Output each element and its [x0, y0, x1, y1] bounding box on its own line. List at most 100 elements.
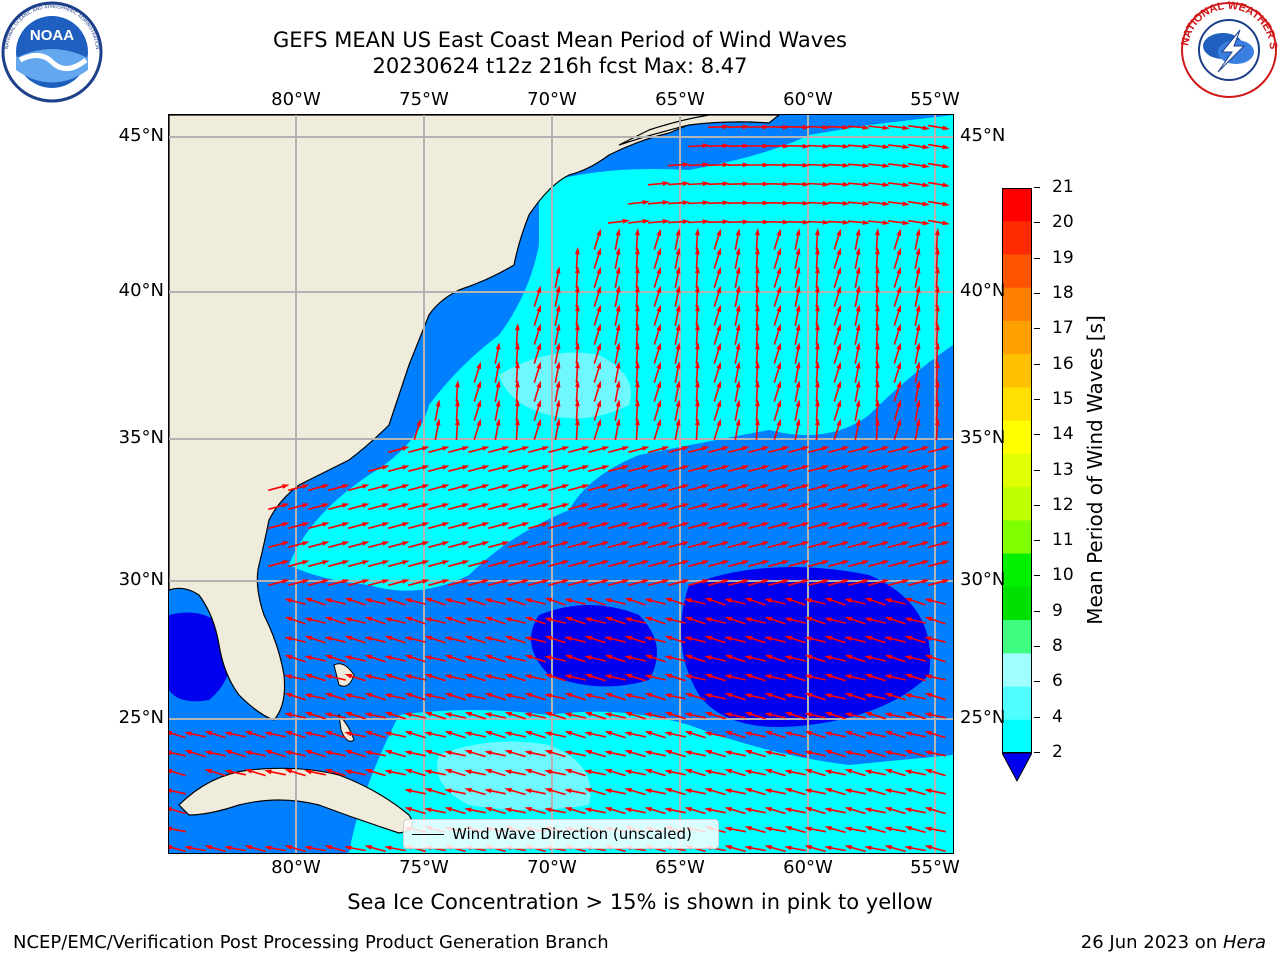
wave-direction-arrowhead	[836, 361, 842, 370]
wave-direction-arrowhead	[596, 228, 602, 237]
colorbar-tick-label: 16	[1052, 353, 1074, 374]
wave-direction-arrowhead	[716, 266, 722, 275]
wave-direction-arrowhead	[941, 465, 950, 470]
wave-direction-arrowhead	[544, 635, 553, 641]
wave-direction-arrowhead	[702, 143, 710, 149]
wave-direction-arrowhead	[501, 522, 510, 527]
sea-ice-note: Sea Ice Concentration > 15% is shown in …	[347, 890, 933, 914]
wave-direction-arrowhead	[716, 361, 722, 370]
wave-direction-arrowhead	[635, 266, 640, 274]
wave-direction-arrowhead	[204, 769, 213, 774]
wave-direction-arrowhead	[644, 636, 652, 642]
wave-direction-arrowhead	[604, 674, 612, 680]
wave-direction-arrowhead	[902, 220, 910, 226]
wave-direction-arrowhead	[544, 655, 552, 661]
wave-direction-arrowhead	[935, 247, 940, 255]
wave-direction-arrowhead	[501, 484, 510, 489]
wave-direction-arrowhead	[555, 399, 561, 407]
wave-direction-arrowhead	[344, 693, 352, 699]
colorbar-tick-label: 13	[1052, 459, 1074, 480]
wave-direction-arrowhead	[544, 788, 553, 793]
wave-direction-arrowhead	[764, 636, 772, 642]
wave-direction-arrowhead	[604, 636, 612, 642]
wave-direction-arrowhead	[762, 219, 770, 225]
wave-direction-arrowhead	[702, 181, 710, 187]
wave-direction-arrowhead	[902, 201, 910, 207]
wave-direction-arrowhead	[644, 692, 653, 698]
wave-direction-arrowhead	[621, 446, 630, 451]
wave-direction-arrowhead	[941, 484, 950, 489]
wave-direction-arrowhead	[684, 712, 692, 718]
wave-direction-arrowhead	[444, 788, 452, 794]
wave-direction-arrowhead	[841, 503, 850, 508]
wave-direction-arrowhead	[344, 597, 353, 603]
wave-direction-arrowhead	[444, 731, 453, 736]
wave-direction-arrowhead	[461, 503, 470, 508]
wave-direction-arrowhead	[544, 617, 552, 622]
wave-direction-arrowhead	[744, 673, 753, 679]
wave-direction-arrowhead	[575, 380, 580, 388]
wave-direction-arrowhead	[904, 711, 913, 717]
wave-direction-arrowhead	[681, 465, 690, 470]
wave-direction-arrowhead	[455, 418, 460, 426]
wave-direction-arrowhead	[922, 201, 930, 207]
wave-direction-arrowhead	[664, 807, 672, 813]
wave-direction-arrowhead	[724, 616, 733, 622]
wave-direction-arrowhead	[656, 266, 662, 275]
wave-direction-arrowhead	[882, 220, 890, 225]
wave-direction-arrowhead	[521, 484, 530, 489]
wave-direction-arrowhead	[804, 712, 812, 718]
wave-direction-arrowhead	[555, 380, 561, 388]
wave-direction-arrowhead	[942, 125, 950, 131]
wave-direction-arrowhead	[764, 654, 773, 660]
wave-period-map	[169, 115, 953, 853]
colorbar-tick-mark	[1034, 398, 1040, 400]
wave-direction-arrowhead	[604, 654, 613, 660]
wave-direction-arrowhead	[875, 399, 880, 407]
wave-direction-arrowhead	[855, 266, 861, 274]
wave-direction-arrowhead	[704, 673, 713, 679]
wave-direction-arrowhead	[621, 579, 630, 584]
wave-direction-arrowhead	[264, 731, 272, 737]
wave-direction-arrowhead	[742, 219, 750, 225]
wave-direction-arrowhead	[661, 522, 670, 527]
wave-direction-arrowhead	[815, 285, 820, 293]
wave-direction-arrowhead	[782, 162, 790, 168]
wave-direction-arrowhead	[755, 266, 760, 274]
wave-direction-arrowhead	[721, 503, 730, 508]
wave-direction-arrowhead	[441, 465, 450, 470]
wave-direction-arrowhead	[935, 285, 940, 293]
wave-direction-arrowhead	[642, 200, 650, 205]
colorbar-swatch	[1002, 254, 1032, 289]
wave-direction-arrowhead	[455, 380, 460, 388]
wave-direction-arrowhead	[615, 418, 621, 426]
wave-direction-arrowhead	[321, 560, 330, 565]
wave-direction-arrowhead	[644, 674, 652, 680]
wave-direction-arrowhead	[541, 503, 550, 508]
wave-direction-arrowhead	[875, 228, 880, 236]
wave-direction-arrowhead	[942, 163, 950, 169]
wave-direction-arrowhead	[524, 674, 532, 680]
wave-direction-arrowhead	[441, 503, 450, 508]
wave-direction-arrowhead	[635, 228, 640, 236]
wave-direction-arrowhead	[584, 617, 592, 622]
wave-direction-arrowhead	[284, 692, 293, 698]
wave-direction-arrowhead	[424, 731, 432, 737]
wave-direction-arrowhead	[404, 807, 413, 812]
wave-direction-arrowhead	[844, 654, 853, 660]
wave-direction-arrowhead	[684, 807, 693, 812]
wave-direction-arrowhead	[904, 597, 913, 603]
noaa-logo-text: NOAA	[30, 27, 74, 44]
wave-direction-arrowhead	[681, 541, 690, 546]
wave-direction-arrowhead	[902, 144, 910, 150]
wave-direction-arrowhead	[564, 731, 573, 736]
wave-direction-arrowhead	[604, 598, 612, 603]
wave-direction-arrowhead	[882, 163, 890, 168]
wave-direction-arrowhead	[661, 503, 670, 508]
wave-direction-arrowhead	[384, 711, 393, 717]
wave-direction-arrowhead	[821, 579, 830, 584]
wave-direction-arrowhead	[584, 655, 592, 661]
wave-direction-arrowhead	[662, 181, 670, 186]
wave-direction-arrowhead	[464, 635, 473, 641]
wave-direction-arrowhead	[656, 228, 662, 237]
